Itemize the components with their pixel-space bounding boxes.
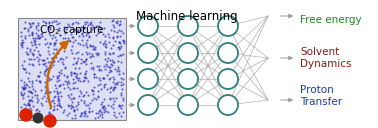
- Text: Proton
Transfer: Proton Transfer: [300, 85, 342, 107]
- Circle shape: [20, 109, 32, 121]
- Circle shape: [218, 16, 238, 36]
- Circle shape: [178, 16, 198, 36]
- Circle shape: [138, 95, 158, 115]
- Circle shape: [33, 113, 43, 123]
- FancyBboxPatch shape: [18, 18, 126, 120]
- Text: Solvent
Dynamics: Solvent Dynamics: [300, 47, 352, 69]
- Circle shape: [218, 69, 238, 89]
- Circle shape: [178, 95, 198, 115]
- Circle shape: [178, 43, 198, 63]
- Circle shape: [138, 16, 158, 36]
- Text: Free energy: Free energy: [300, 15, 362, 25]
- Text: CO$_2$ capture: CO$_2$ capture: [39, 23, 105, 37]
- Circle shape: [218, 95, 238, 115]
- Circle shape: [218, 43, 238, 63]
- Circle shape: [138, 43, 158, 63]
- Circle shape: [44, 115, 56, 127]
- Text: Machine learning: Machine learning: [136, 10, 238, 23]
- Circle shape: [138, 69, 158, 89]
- Circle shape: [178, 69, 198, 89]
